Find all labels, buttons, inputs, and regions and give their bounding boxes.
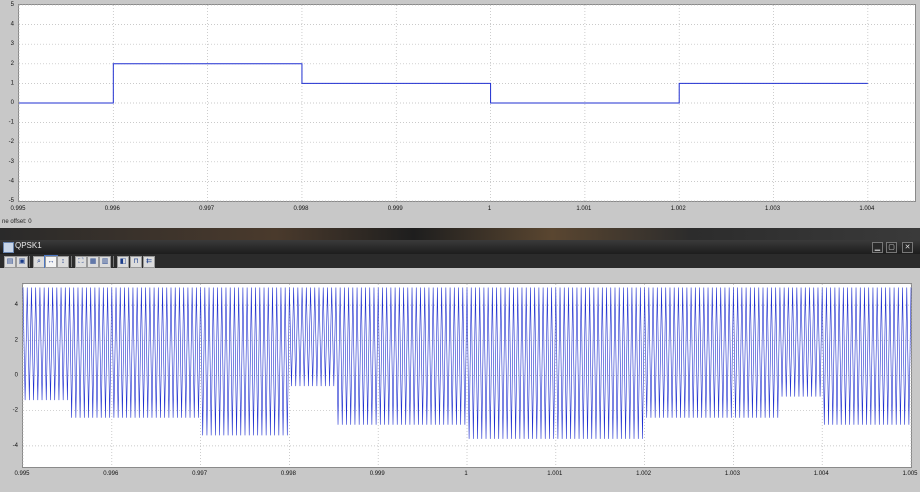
save-axes-icon[interactable]: ▦ (87, 256, 99, 268)
step-series-line (19, 63, 868, 104)
parameters-icon[interactable]: ▣ (16, 256, 28, 268)
lock-icon[interactable]: ⊓ (130, 256, 142, 268)
x-tick-label: 0.996 (103, 471, 119, 477)
y-tick-label: 4 (11, 22, 15, 28)
x-tick-label: 0.998 (281, 471, 297, 477)
x-tick-label: 0.997 (192, 471, 208, 477)
top-scope-plot (18, 4, 915, 202)
zoom-icon[interactable]: ⌕ (33, 256, 45, 268)
x-tick-label: 1.003 (725, 471, 741, 477)
x-tick-label: 0.999 (388, 206, 404, 212)
y-tick-label: -2 (13, 408, 19, 414)
top-scope-axes[interactable] (18, 4, 916, 202)
bottom-scope-plot (22, 284, 912, 467)
y-tick-label: 0 (11, 100, 15, 106)
minimize-icon[interactable]: ▁ (872, 242, 883, 253)
y-tick-label: -4 (9, 178, 15, 184)
toolbar-separator (71, 256, 72, 267)
y-tick-label: 4 (15, 302, 19, 308)
maximize-icon[interactable]: ▢ (886, 242, 897, 253)
zoom-y-icon[interactable]: ↕ (57, 256, 69, 268)
x-tick-label: 1.001 (576, 206, 592, 212)
print-icon[interactable]: ▤ (4, 256, 16, 268)
window-title: QPSK1 (15, 241, 42, 250)
x-tick-label: 0.998 (293, 206, 309, 212)
scope-app-icon (3, 242, 14, 253)
x-tick-label: 0.996 (105, 206, 121, 212)
y-tick-label: 3 (11, 41, 15, 47)
time-offset-label: ne offset: 0 (2, 219, 32, 225)
y-tick-label: 1 (11, 80, 15, 86)
close-icon[interactable]: ✕ (902, 242, 913, 253)
top-scope-ticks: 0.995 0.996 0.997 0.998 0.999 1 1.001 1.002 1.00… (9, 2, 875, 212)
qpsk-scope-titlebar[interactable]: QPSK1 ▁ ▢ ✕ (0, 240, 920, 254)
restore-axes-icon[interactable]: ▥ (99, 256, 111, 268)
y-tick-label: 2 (15, 337, 19, 343)
y-tick-label: -5 (9, 198, 15, 204)
y-tick-label: -2 (9, 139, 15, 145)
y-tick-label: -3 (9, 159, 15, 165)
x-tick-label: 1 (488, 206, 492, 212)
x-tick-label: 1.004 (814, 471, 830, 477)
signal-selection-icon[interactable]: ⇇ (143, 256, 155, 268)
x-tick-label: 1.001 (547, 471, 563, 477)
y-tick-label: -4 (13, 443, 19, 449)
y-tick-label: -1 (9, 120, 15, 126)
x-tick-label: 0.997 (199, 206, 215, 212)
x-tick-label: 0.995 (10, 206, 26, 212)
toolbar-separator (29, 256, 30, 267)
x-tick-label: 1.002 (636, 471, 652, 477)
y-tick-label: 0 (15, 373, 19, 379)
y-tick-label: 5 (11, 2, 15, 8)
x-tick-label: 1 (464, 471, 468, 477)
floating-scope-icon[interactable]: ◧ (117, 256, 129, 268)
x-tick-label: 0.999 (370, 471, 386, 477)
x-tick-label: 1.002 (671, 206, 687, 212)
autoscale-icon[interactable]: ⛶ (75, 256, 87, 268)
x-tick-label: 0.995 (14, 471, 30, 477)
desktop-background (0, 228, 920, 240)
qpsk-series-line (22, 287, 912, 439)
bottom-scope-axes[interactable] (22, 283, 912, 468)
x-tick-label: 1.003 (765, 206, 781, 212)
x-tick-label: 1.005 (902, 471, 918, 477)
x-tick-label: 1.004 (859, 206, 875, 212)
toolbar-separator (113, 256, 114, 267)
y-tick-label: 2 (11, 61, 15, 67)
zoom-x-icon[interactable]: ↔ (44, 255, 58, 269)
